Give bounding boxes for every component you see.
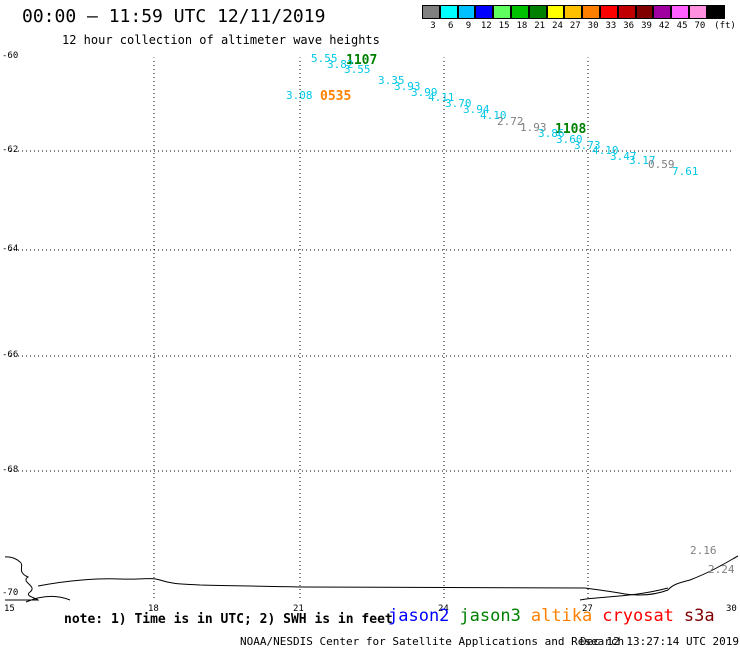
satellite-legend-cryosat: cryosat bbox=[602, 606, 674, 626]
color-bar-label: 70 bbox=[694, 21, 706, 31]
wave-height-value: 1.93 bbox=[520, 121, 547, 134]
color-bar-swatch bbox=[582, 5, 600, 19]
color-bar-label: 24 bbox=[552, 21, 563, 31]
color-bar-label: 45 bbox=[676, 21, 688, 31]
wave-height-value: 3.47 bbox=[610, 150, 637, 163]
color-bar-label: 21 bbox=[534, 21, 546, 31]
antarctic-coastline bbox=[4, 555, 739, 603]
pass-time-label: 1108 bbox=[555, 122, 586, 137]
map-frame bbox=[4, 56, 736, 603]
color-bar-swatch bbox=[564, 5, 583, 19]
longitude-label: 18 bbox=[148, 604, 159, 614]
latitude-label: -68 bbox=[2, 465, 19, 475]
color-bar-label: 27 bbox=[569, 21, 581, 31]
wave-height-value: 2.24 bbox=[708, 563, 735, 576]
wave-height-value: 2.72 bbox=[497, 115, 524, 128]
color-bar-label: 39 bbox=[641, 21, 652, 31]
color-bar-swatch bbox=[671, 5, 689, 19]
wave-height-value: 7.61 bbox=[672, 165, 699, 178]
satellite-legend: jason2 jason3 altika cryosat s3a bbox=[388, 606, 725, 626]
color-bar-label: 6 bbox=[447, 21, 454, 31]
color-bar-swatch bbox=[653, 5, 672, 19]
latitude-label: -60 bbox=[2, 51, 19, 61]
color-bar-label: 42 bbox=[658, 21, 670, 31]
wave-height-value: 3.70 bbox=[445, 97, 472, 110]
footer-credit: NOAA/NESDIS Center for Satellite Applica… bbox=[240, 635, 625, 648]
wave-height-value: 3.60 bbox=[556, 133, 583, 146]
color-bar-label: 33 bbox=[605, 21, 617, 31]
color-bar-swatch bbox=[422, 5, 440, 19]
satellite-legend-jason2: jason2 bbox=[388, 606, 450, 626]
color-bar-swatch bbox=[439, 5, 458, 19]
wave-height-value: 3.94 bbox=[463, 103, 490, 116]
satellite-legend-altika: altika bbox=[530, 606, 593, 626]
wave-height-value: 3.55 bbox=[344, 63, 371, 76]
footer-timestamp: Dec 12 13:27:14 UTC 2019 bbox=[580, 635, 739, 648]
color-bar-label: 12 bbox=[480, 21, 492, 31]
satellite-legend-s3a: s3a bbox=[683, 606, 715, 626]
wave-height-value: 3.82 bbox=[327, 58, 354, 71]
map-subtitle: 12 hour collection of altimeter wave hei… bbox=[62, 33, 380, 47]
color-bar-label: 3 bbox=[430, 21, 436, 31]
color-bar-swatch bbox=[457, 5, 476, 19]
map-title: 00:00 – 11:59 UTC 12/11/2019 bbox=[22, 6, 326, 27]
color-bar-swatch bbox=[635, 5, 654, 19]
wave-height-value: 3.08 bbox=[286, 89, 313, 102]
color-bar-label: 15 bbox=[498, 21, 510, 31]
wave-height-value: 3.86 bbox=[538, 127, 565, 140]
footer-note: note: 1) Time is in UTC; 2) SWH is in fe… bbox=[64, 612, 393, 627]
wave-height-value: 4.10 bbox=[480, 109, 507, 122]
color-bar-label: (ft) bbox=[714, 21, 736, 31]
longitude-label: 27 bbox=[582, 604, 593, 614]
latitude-label: -66 bbox=[2, 350, 19, 360]
wave-height-value: 4.11 bbox=[428, 91, 455, 104]
wave-height-labels: 1107 0535 1108 5.553.823.55 3.08 3.353.933.99… bbox=[286, 52, 735, 576]
wave-height-value: 5.55 bbox=[311, 52, 338, 65]
wave-height-value: 0.59 bbox=[648, 158, 675, 171]
color-bar-label: 9 bbox=[465, 21, 472, 31]
latitude-label: -62 bbox=[2, 145, 19, 155]
color-bar-label: 36 bbox=[623, 21, 635, 31]
color-bar-label: 30 bbox=[587, 21, 599, 31]
color-bar-swatch bbox=[511, 5, 529, 19]
color-bar-swatch bbox=[493, 5, 511, 19]
color-bar-swatch bbox=[617, 5, 636, 19]
coastline-lower bbox=[25, 595, 71, 603]
wave-height-value: 3.35 bbox=[378, 74, 405, 87]
wave-height-value: 3.17 bbox=[629, 154, 656, 167]
color-bar-swatch bbox=[546, 5, 565, 19]
coastline-left bbox=[4, 556, 40, 601]
color-bar-label: 18 bbox=[516, 21, 528, 31]
longitude-label: 24 bbox=[438, 604, 449, 614]
wave-height-value: 3.99 bbox=[411, 86, 438, 99]
longitude-label: 15 bbox=[4, 604, 15, 614]
coastline-right-lower bbox=[579, 587, 669, 601]
wave-height-value: 4.10 bbox=[592, 144, 619, 157]
wave-height-value: 3.93 bbox=[394, 80, 421, 93]
longitude-label: 21 bbox=[293, 604, 304, 614]
graticule bbox=[4, 56, 736, 603]
coastline-right bbox=[584, 555, 739, 596]
color-bar-swatch bbox=[528, 5, 547, 19]
color-bar-swatch bbox=[600, 5, 618, 19]
color-bar-swatch bbox=[689, 5, 707, 19]
latitude-label: -64 bbox=[2, 244, 19, 254]
coastline-bottom bbox=[37, 578, 586, 589]
latitude-label: -70 bbox=[2, 588, 19, 598]
wave-height-value: 3.73 bbox=[574, 139, 601, 152]
pass-time-label: 0535 bbox=[320, 89, 351, 104]
longitude-label: 30 bbox=[726, 604, 737, 614]
color-bar-swatch bbox=[475, 5, 494, 19]
satellite-legend-jason3: jason3 bbox=[459, 606, 521, 626]
color-bar-swatch bbox=[706, 5, 725, 19]
pass-time-label: 1107 bbox=[346, 53, 377, 68]
wave-height-value: 2.16 bbox=[690, 544, 717, 557]
